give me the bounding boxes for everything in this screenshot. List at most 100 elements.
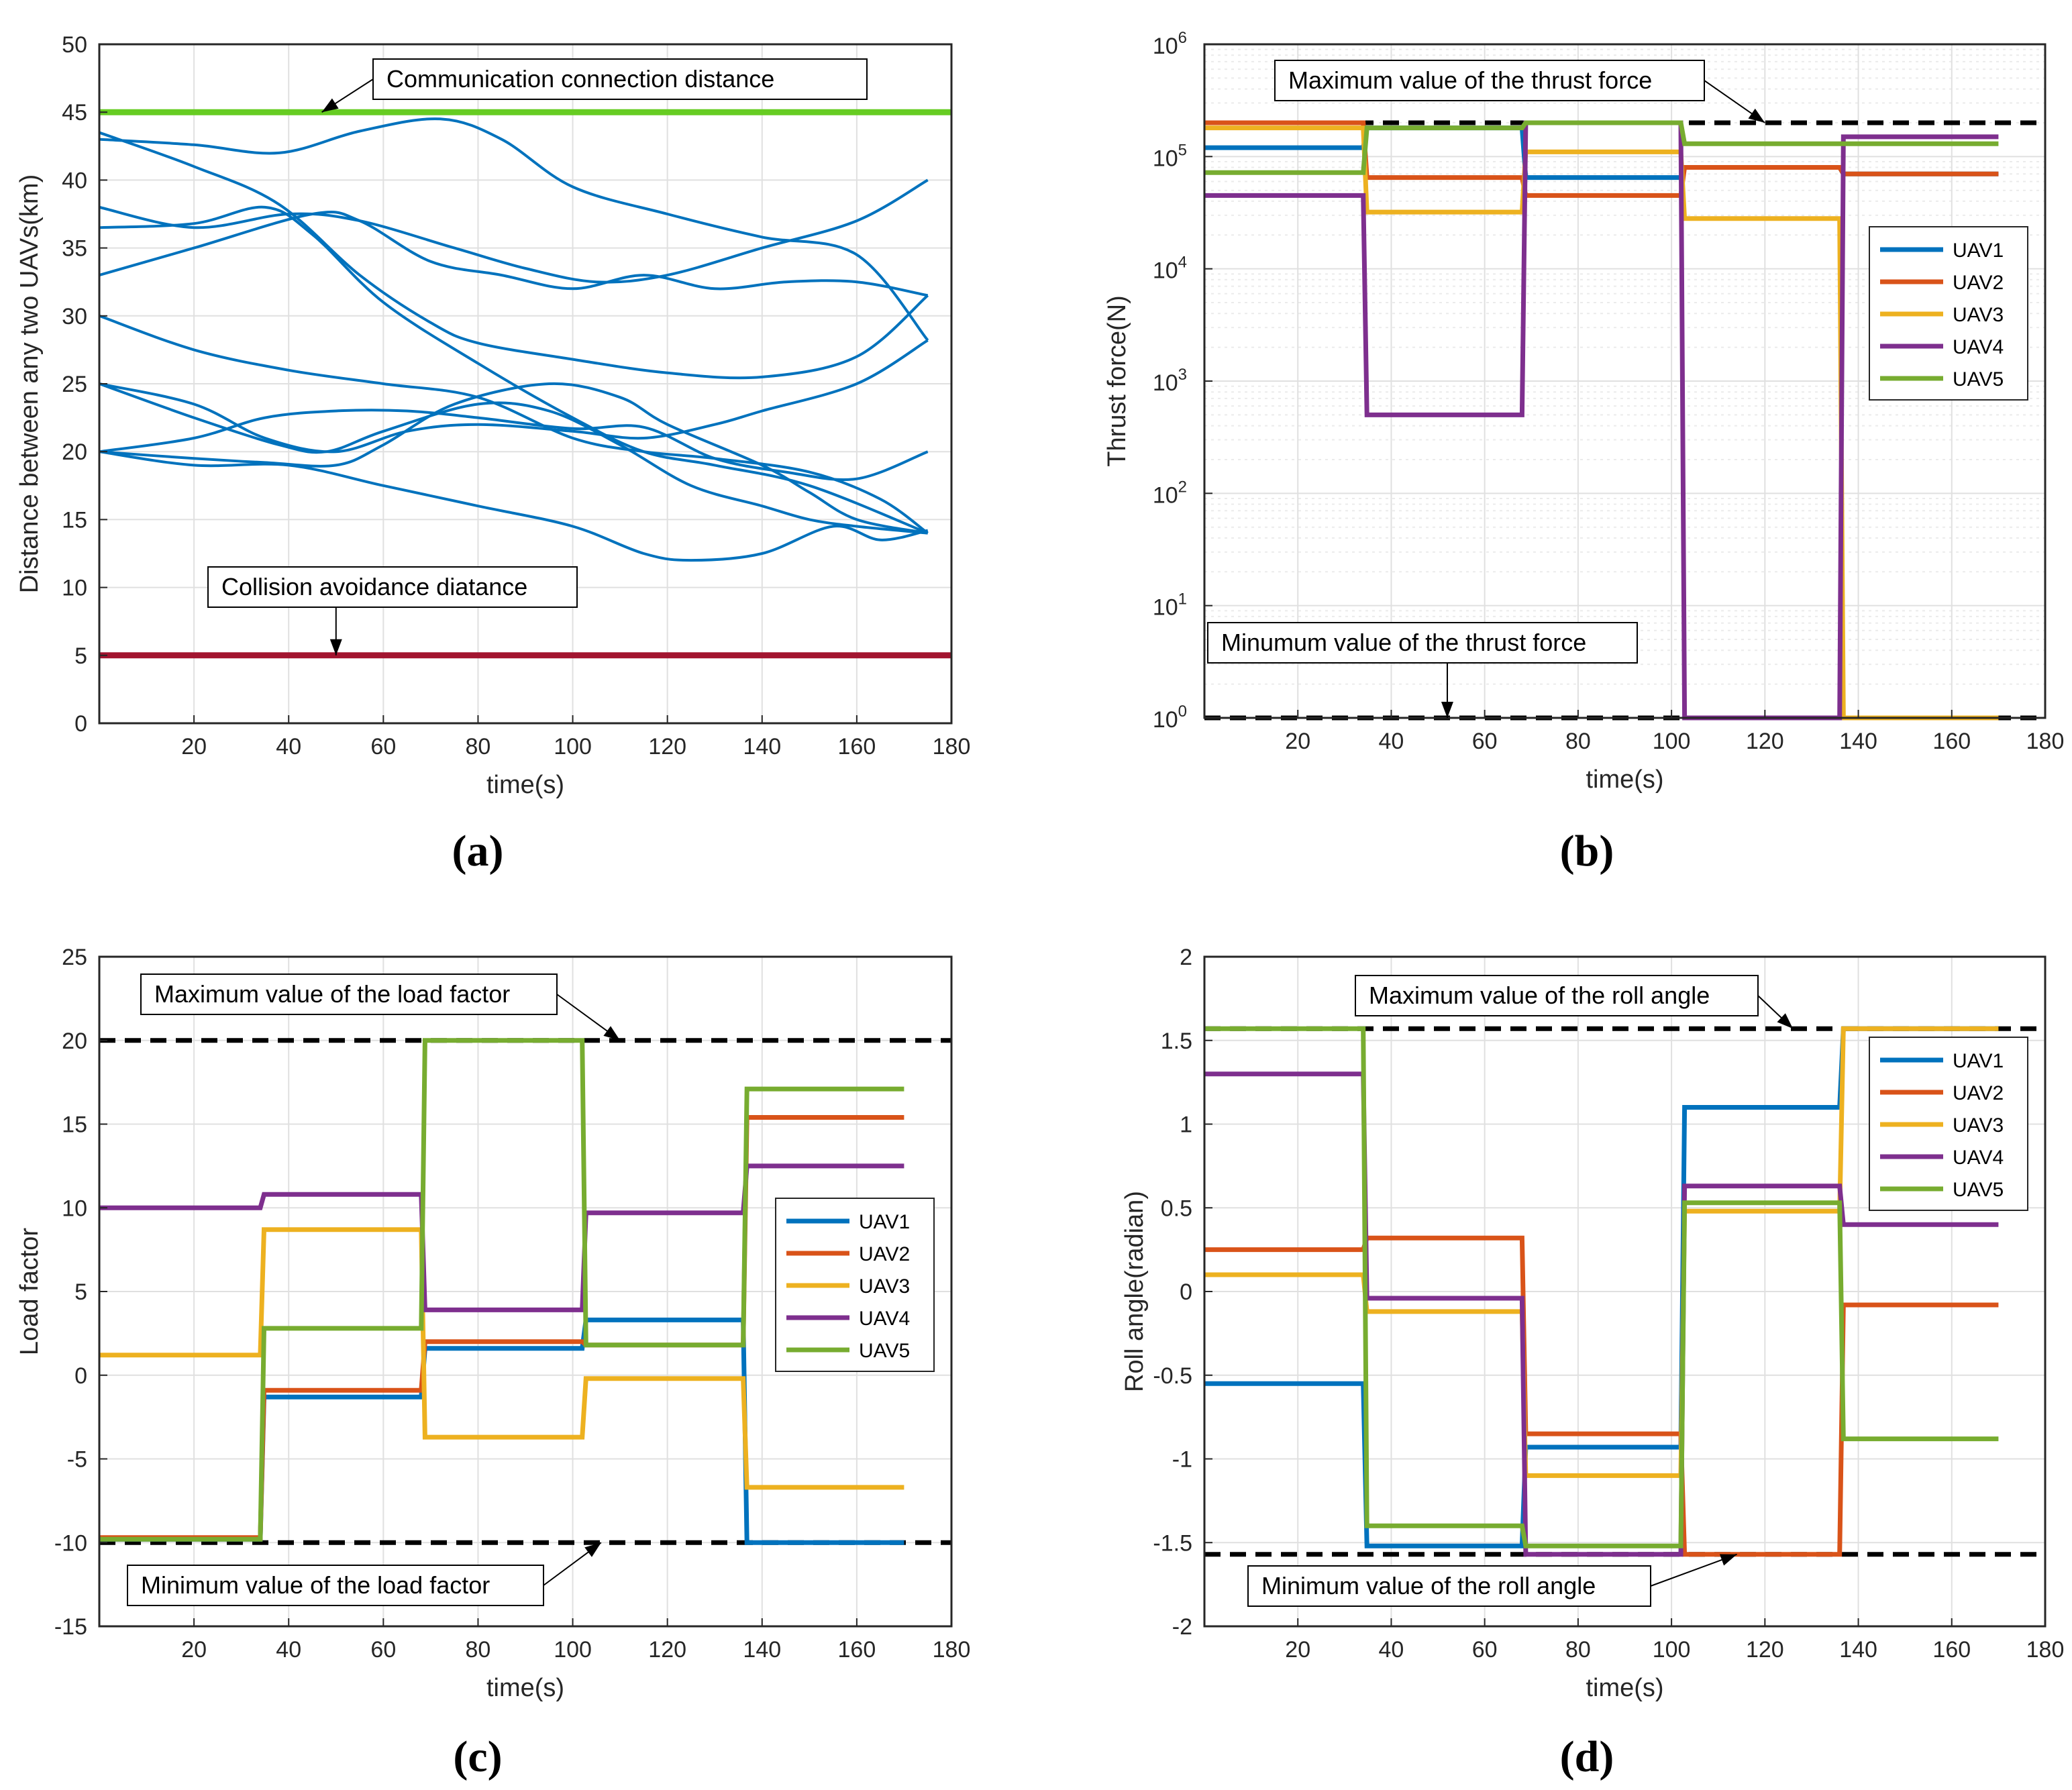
distance-series-line-9 (99, 382, 929, 535)
y-tick-label: 101 (1153, 590, 1187, 621)
distance-series-line-11 (99, 450, 929, 562)
x-tick-label: 100 (554, 1637, 592, 1663)
x-tick-label: 100 (1653, 729, 1691, 754)
y-tick-label: 1 (1180, 1112, 1192, 1138)
panel-caption: (d) (1560, 1732, 1614, 1781)
y-tick-label: -2 (1172, 1614, 1192, 1640)
legend-label-uav5: UAV5 (1953, 1179, 2004, 1201)
x-tick-label: 80 (466, 734, 491, 759)
annotation-text: Minimum value of the load factor (141, 1571, 490, 1599)
annotation-arrowhead (321, 98, 339, 113)
x-tick-label: 40 (276, 1637, 301, 1663)
x-tick-label: 160 (1932, 1637, 1971, 1663)
annotation-arrowhead (1748, 108, 1765, 123)
y-tick-label: 106 (1153, 29, 1187, 59)
annotation-box (127, 1565, 544, 1606)
y-tick-label: 10 (62, 576, 87, 601)
y-tick-label: 25 (62, 945, 87, 970)
y-tick-label: 35 (62, 236, 87, 262)
y-axis-label: Distance between any two UAVs(km) (15, 174, 44, 593)
y-tick-label: -0.5 (1153, 1363, 1192, 1389)
annotation-box (207, 566, 578, 608)
y-tick-label: -15 (54, 1614, 87, 1640)
legend-label-uav4: UAV4 (1953, 1147, 2004, 1169)
series-line-uav3 (99, 1227, 904, 1490)
x-tick-label: 100 (1653, 1637, 1691, 1663)
legend-label-uav4: UAV4 (1953, 336, 2004, 358)
legend-label-uav4: UAV4 (859, 1308, 910, 1330)
distance-series-line-3 (99, 178, 929, 284)
distance-series-line-4 (99, 205, 929, 535)
x-tick-label: 60 (370, 1637, 396, 1663)
x-tick-label: 140 (743, 1637, 781, 1663)
x-tick-label: 180 (2026, 729, 2065, 754)
annotation-box (372, 58, 868, 100)
y-tick-label: 0 (74, 711, 87, 737)
annotation-text: Maximum value of the thrust force (1288, 66, 1652, 94)
y-tick-label: -10 (54, 1530, 87, 1556)
annotation-box (1207, 622, 1638, 664)
panel-c-load-factor-chart: 20 40 60 80 100 120 140 160 180 -15 -10 -5 0 5 10 15 20 2… (15, 945, 970, 1781)
x-tick-label: 40 (1379, 1637, 1404, 1663)
y-tick-label: 45 (62, 100, 87, 125)
x-tick-label: 20 (181, 1637, 207, 1663)
x-tick-label: 120 (1746, 1637, 1784, 1663)
distance-series-line-1 (99, 131, 929, 380)
x-tick-label: 160 (838, 1637, 876, 1663)
distance-series-line-8 (99, 382, 928, 535)
annotation-text: Communication connection distance (386, 65, 774, 93)
panel-caption: (b) (1560, 827, 1614, 876)
x-tick-label: 120 (648, 1637, 686, 1663)
y-tick-label: 0 (1180, 1279, 1192, 1305)
y-axis-label: Thrust force(N) (1103, 295, 1131, 466)
annotation-box (140, 973, 558, 1015)
x-tick-label: 180 (933, 734, 971, 759)
x-tick-label: 60 (1472, 729, 1498, 754)
annotation-arrowhead (603, 1026, 621, 1041)
x-tick-label: 60 (370, 734, 396, 759)
panel-caption: (a) (452, 827, 504, 876)
x-tick-label: 180 (2026, 1637, 2065, 1663)
annotation-box (1355, 975, 1759, 1016)
y-tick-label: 5 (74, 643, 87, 669)
y-tick-label: 100 (1153, 702, 1187, 733)
x-tick-label: 80 (1565, 1637, 1591, 1663)
distance-series-line-5 (99, 211, 929, 297)
y-tick-label: 15 (62, 1112, 87, 1138)
legend-label-uav5: UAV5 (1953, 368, 2004, 390)
legend-label-uav1: UAV1 (1953, 1050, 2004, 1072)
distance-series-line-7 (99, 339, 929, 454)
x-tick-label: 40 (276, 734, 301, 759)
annotation-text: Maximum value of the roll angle (1369, 982, 1710, 1009)
x-tick-label: 40 (1379, 729, 1404, 754)
x-tick-label: 20 (1285, 729, 1310, 754)
y-tick-label: 5 (74, 1279, 87, 1305)
x-tick-label: 20 (181, 734, 207, 759)
panel-caption: (c) (453, 1732, 502, 1781)
annotation-arrowhead (584, 1542, 601, 1557)
distance-series-line-10 (99, 409, 929, 482)
annotation-arrowhead (1777, 1013, 1794, 1029)
annotation-box (1274, 60, 1705, 101)
y-tick-label: 40 (62, 168, 87, 193)
y-tick-label: 102 (1153, 478, 1187, 508)
y-tick-label: 104 (1153, 254, 1187, 284)
panel-a-distance-chart: 20 40 60 80 100 120 140 160 180 0 5 10 15 20 25 30 35 40 4… (15, 32, 970, 876)
legend-label-uav3: UAV3 (1953, 304, 2004, 326)
y-tick-label: -1 (1172, 1447, 1192, 1473)
y-tick-label: -5 (67, 1447, 87, 1473)
y-tick-label: 15 (62, 507, 87, 533)
series-line-uav5 (1204, 120, 1999, 175)
x-tick-label: 80 (466, 1637, 491, 1663)
annotation-arrowhead (1441, 702, 1453, 718)
x-tick-label: 160 (838, 734, 876, 759)
x-tick-label: 120 (648, 734, 686, 759)
y-tick-label: -1.5 (1153, 1530, 1192, 1556)
x-axis-label: time(s) (1586, 1674, 1663, 1702)
annotation-arrowhead (329, 639, 342, 655)
x-tick-label: 80 (1565, 729, 1591, 754)
legend-label-uav1: UAV1 (1953, 240, 2004, 262)
x-tick-label: 100 (554, 734, 592, 759)
annotation-text: Minimum value of the roll angle (1261, 1572, 1596, 1599)
